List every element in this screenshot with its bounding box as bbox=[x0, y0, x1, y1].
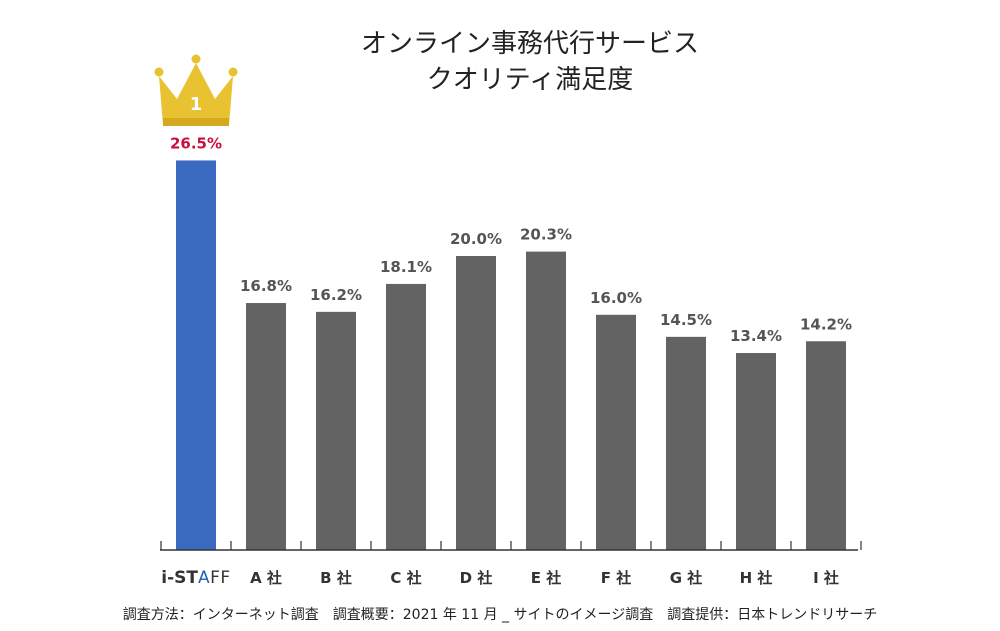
bar-0 bbox=[176, 160, 216, 550]
category-label-8: H 社 bbox=[740, 569, 773, 587]
bar-8 bbox=[736, 353, 776, 550]
value-label-6: 16.0% bbox=[590, 289, 642, 307]
chart-title-line-1: オンライン事務代行サービス bbox=[361, 29, 699, 59]
value-label-9: 14.2% bbox=[800, 315, 852, 333]
value-label-2: 16.2% bbox=[310, 286, 362, 304]
value-label-1: 16.8% bbox=[240, 277, 292, 295]
category-label-1: A 社 bbox=[250, 569, 282, 587]
bar-2 bbox=[316, 311, 356, 550]
bar-4 bbox=[456, 256, 496, 550]
value-label-8: 13.4% bbox=[730, 327, 782, 345]
bar-6 bbox=[596, 314, 636, 550]
category-label-4: D 社 bbox=[460, 569, 493, 587]
x-axis-ticks bbox=[160, 541, 862, 550]
bar-1 bbox=[246, 303, 286, 550]
value-label-5: 20.3% bbox=[520, 226, 572, 244]
category-label-5: E 社 bbox=[531, 569, 561, 587]
chart-title-line-2: クオリティ満足度 bbox=[427, 65, 633, 95]
category-label-3: C 社 bbox=[390, 569, 421, 587]
crown-rank-number: 1 bbox=[190, 94, 203, 115]
category-label-6: F 社 bbox=[601, 569, 631, 587]
bar-5 bbox=[526, 251, 566, 550]
brand-logo-label: i-STAFF bbox=[161, 568, 230, 588]
bars-group bbox=[176, 160, 846, 550]
value-label-0: 26.5% bbox=[170, 134, 222, 152]
bar-3 bbox=[386, 283, 426, 550]
crown-icon: 1 bbox=[154, 54, 238, 126]
value-labels-group: 26.5% 16.8% 16.2% 18.1% 20.0% 20.3% 16.0% 14.5%… bbox=[170, 134, 852, 345]
category-label-7: G 社 bbox=[670, 569, 703, 587]
value-label-3: 18.1% bbox=[380, 258, 432, 276]
category-label-2: B 社 bbox=[320, 569, 352, 587]
survey-footnote: 調査方法：インターネット調査 調査概要：2021 年 11 月 _ サイトのイメ… bbox=[123, 607, 877, 623]
value-label-4: 20.0% bbox=[450, 230, 502, 248]
bar-9 bbox=[806, 341, 846, 550]
bar-7 bbox=[666, 336, 706, 550]
category-label-9: I 社 bbox=[813, 569, 839, 587]
value-label-7: 14.5% bbox=[660, 311, 712, 329]
